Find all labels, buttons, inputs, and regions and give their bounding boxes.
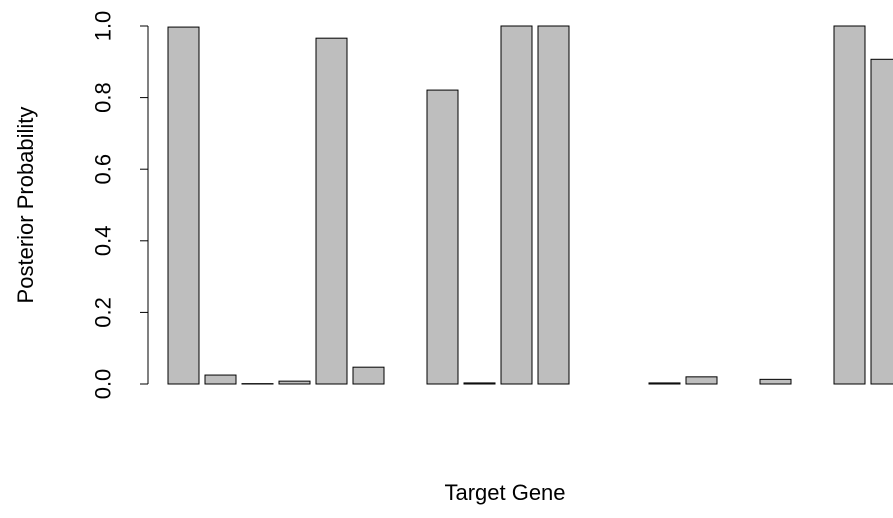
bar (833, 25, 866, 385)
y-axis-label: Posterior Probability (13, 107, 38, 304)
bar (870, 58, 893, 385)
bar (759, 378, 792, 385)
bar (315, 37, 348, 385)
bar (204, 374, 237, 385)
y-tick-label: 0.2 (91, 297, 116, 328)
x-axis-label: Target Gene (444, 480, 565, 505)
bar (500, 25, 533, 385)
bar (537, 25, 570, 385)
bar (463, 382, 496, 385)
bar (167, 26, 200, 385)
y-tick-label: 0.0 (91, 369, 116, 400)
bar (426, 89, 459, 385)
y-tick-label: 1.0 (91, 11, 116, 42)
bar (278, 380, 311, 385)
y-tick-label: 0.8 (91, 82, 116, 113)
y-tick-label: 0.6 (91, 154, 116, 185)
y-tick-label: 0.4 (91, 226, 116, 257)
bar (648, 382, 681, 385)
bar (352, 366, 385, 385)
bar (685, 376, 718, 385)
